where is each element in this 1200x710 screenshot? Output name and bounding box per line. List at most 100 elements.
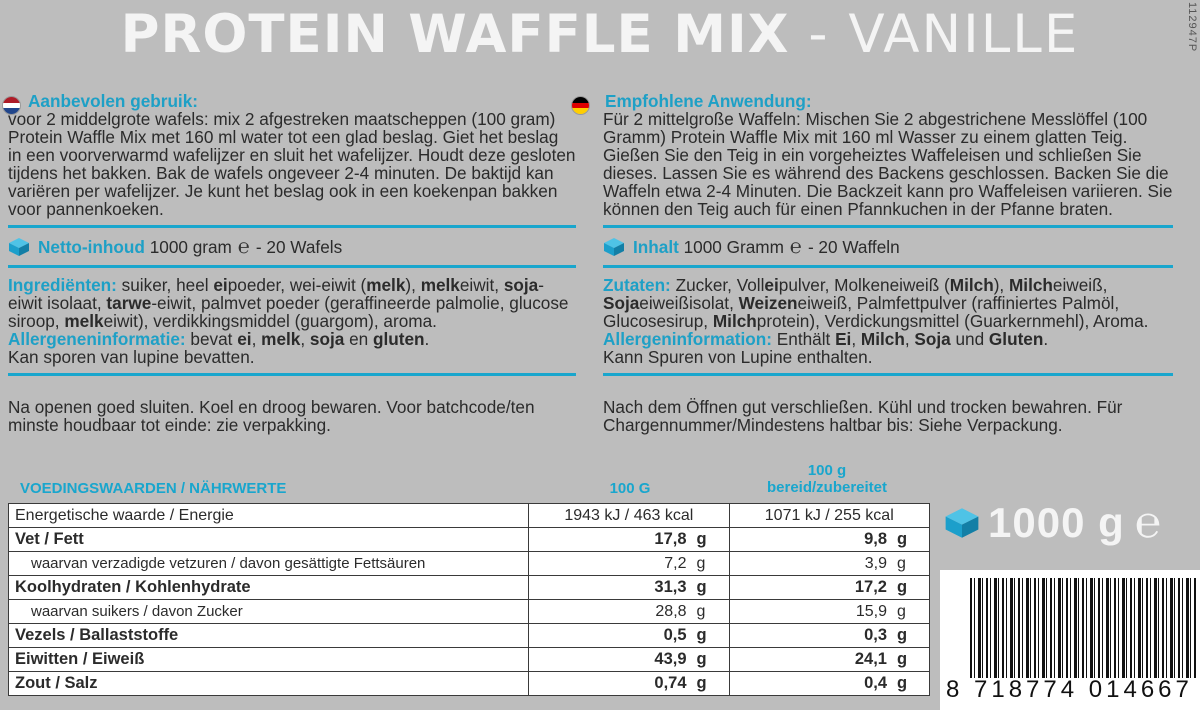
barcode: 8 718774 014667	[940, 570, 1200, 710]
nutrition-row: Vezels / Ballaststoffe 0,5 g 0,3 g	[7, 623, 931, 648]
bold-allergen-word: Ei	[835, 329, 852, 349]
value-prepared: 17,2 g	[728, 575, 931, 600]
bold-allergen-word: Milch	[949, 275, 994, 295]
bold-allergen-word: ei	[237, 329, 252, 349]
col-prepared-line1: 100 g	[807, 462, 847, 479]
nl-allergens-text: bevat ei, melk, soja en gluten.	[185, 329, 430, 349]
de-separator-2	[603, 265, 1173, 268]
text-segment: und	[950, 329, 989, 349]
nutrition-row: Zout / Salz 0,74 g 0,4 g	[7, 671, 931, 696]
text-segment: eiweiß,	[1052, 275, 1108, 295]
de-separator-3	[603, 373, 1173, 376]
text-segment: ,	[251, 329, 262, 349]
nl-allergens: Allergeneninformatie: bevat ei, melk, so…	[8, 330, 576, 348]
nutrition-row: waarvan suikers / davon Zucker 28,8 g 15,9 g	[7, 599, 931, 624]
estimated-sign-icon: ℮	[237, 236, 250, 258]
value-per-100g: 28,8 g	[528, 599, 730, 624]
nl-flag-icon	[2, 96, 21, 115]
col-prepared-heading: 100 g bereid/zubereitet	[732, 462, 922, 496]
value-prepared: 1071 kJ / 255 kcal	[728, 503, 931, 528]
title-flavour: VANILLE	[848, 4, 1080, 65]
nl-allergen-trace: Kan sporen van lupine bevatten.	[8, 347, 255, 367]
de-ingredients-text: Zucker, Volleipulver, Molkeneiweiß (Milc…	[603, 275, 1148, 331]
bold-allergen-word: ei	[213, 275, 228, 295]
col-prepared-line2: bereid/zubereitet	[766, 479, 888, 496]
dutch-column: Aanbevolen gebruik: voor 2 middelgrote w…	[8, 92, 576, 434]
nl-usage-heading-text: Aanbevolen gebruik:	[28, 91, 198, 111]
nutrition-label: Zout / Salz	[7, 671, 530, 696]
estimated-sign-icon: ℮	[789, 236, 802, 258]
nl-content-count: - 20 Wafels	[255, 237, 343, 257]
bold-allergen-word: Soja	[603, 293, 640, 313]
value-prepared: 9,8 g	[728, 527, 931, 552]
bold-allergen-word: melk	[261, 329, 301, 349]
nl-usage-heading: Aanbevolen gebruik:	[8, 92, 576, 110]
bold-allergen-word: melk	[420, 275, 460, 295]
nl-separator-2	[8, 265, 576, 268]
de-usage-heading-text: Empfohlene Anwendung:	[605, 91, 812, 111]
text-segment: ,	[904, 329, 915, 349]
bold-allergen-word: melk	[64, 311, 104, 331]
value-per-100g: 17,8 g	[528, 527, 730, 552]
nutrition-row: Energetische waarde / Energie 1943 kJ / 4…	[7, 503, 931, 528]
col-100g-heading: 100 G	[609, 480, 651, 497]
net-weight-badge: 1000 g ℮	[944, 498, 1194, 548]
nl-ingredients-text: suiker, heel eipoeder, wei-eiwit (melk),…	[8, 275, 569, 331]
text-segment: -eiwit, palmvet poeder (geraffineerde pa…	[8, 293, 569, 331]
value-per-100g: 7,2 g	[528, 551, 730, 576]
text-segment: .	[1043, 329, 1049, 349]
text-segment: eiweißisolat,	[639, 293, 739, 313]
bold-allergen-word: Weizen	[738, 293, 798, 313]
de-allergens-heading: Allergeninformation:	[603, 329, 773, 349]
text-segment: poeder, wei-eiwit (	[227, 275, 367, 295]
de-usage-heading: Empfohlene Anwendung:	[603, 92, 1173, 110]
text-segment: .	[424, 329, 430, 349]
value-per-100g: 0,74 g	[528, 671, 730, 696]
title-product-name: PROTEIN WAFFLE MIX	[120, 4, 790, 65]
text-segment: ),	[993, 275, 1009, 295]
nutrition-label: Eiwitten / Eiweiß	[7, 647, 530, 672]
value-per-100g: 31,3 g	[528, 575, 730, 600]
value-prepared: 15,9 g	[728, 599, 931, 624]
text-segment: bevat	[185, 329, 238, 349]
nl-storage: Na openen goed sluiten. Koel en droog be…	[8, 397, 535, 435]
nl-content-label: Netto-inhoud	[38, 237, 145, 257]
text-segment: suiker, heel	[116, 275, 214, 295]
barcode-digits: 8 718774 014667	[946, 676, 1193, 703]
text-segment: eiwit), verdikkingsmiddel (guargom), aro…	[103, 311, 437, 331]
value-prepared: 0,4 g	[728, 671, 931, 696]
de-allergen-trace: Kann Spuren von Lupine enthalten.	[603, 347, 873, 367]
nl-allergens-heading: Allergeneninformatie:	[8, 329, 186, 349]
de-content-count: - 20 Waffeln	[807, 237, 900, 257]
bold-allergen-word: melk	[366, 275, 406, 295]
de-allergens-text: Enthält Ei, Milch, Soja und Gluten.	[772, 329, 1048, 349]
nutrition-row: Eiwitten / Eiweiß 43,9 g 24,1 g	[7, 647, 931, 672]
text-segment: -eiwit isolaat,	[8, 275, 544, 313]
nutrition-table: Energetische waarde / Energie 1943 kJ / 4…	[7, 503, 931, 696]
german-column: Empfohlene Anwendung: Für 2 mittelgroße …	[603, 92, 1173, 434]
de-content-line: Inhalt 1000 Gramm ℮ - 20 Waffeln	[603, 236, 1173, 258]
de-ingredients: Zutaten: Zucker, Volleipulver, Molkeneiw…	[603, 276, 1173, 330]
bold-allergen-word: tarwe	[106, 293, 152, 313]
text-segment: Zucker, Voll	[670, 275, 765, 295]
nutrition-label: Koolhydraten / Kohlenhydrate	[7, 575, 530, 600]
de-usage-text: Für 2 mittelgroße Waffeln: Mischen Sie 2…	[603, 109, 1173, 219]
bold-allergen-word: Milch	[712, 311, 757, 331]
text-segment: eiweiß, Palmfettpulver (raffiniertes Pal…	[603, 293, 1120, 331]
text-segment: Enthält	[772, 329, 836, 349]
nutrition-label: waarvan verzadigde vetzuren / davon gesä…	[7, 551, 530, 576]
de-separator-1	[603, 225, 1173, 228]
value-prepared: 0,3 g	[728, 623, 931, 648]
estimated-sign-icon: ℮	[1134, 498, 1162, 547]
bold-allergen-word: gluten	[372, 329, 425, 349]
value-prepared: 3,9 g	[728, 551, 931, 576]
bold-allergen-word: Soja	[914, 329, 951, 349]
value-prepared: 24,1 g	[728, 647, 931, 672]
text-segment: ,	[851, 329, 861, 349]
nutrition-heading: VOEDINGSWAARDEN / NÄHRWERTE	[20, 480, 287, 497]
text-segment: pulver, Molkeneiweiß (	[778, 275, 950, 295]
de-flag-icon	[571, 96, 590, 115]
de-ingredients-heading: Zutaten:	[603, 275, 671, 295]
nutrition-row: waarvan verzadigde vetzuren / davon gesä…	[7, 551, 931, 576]
